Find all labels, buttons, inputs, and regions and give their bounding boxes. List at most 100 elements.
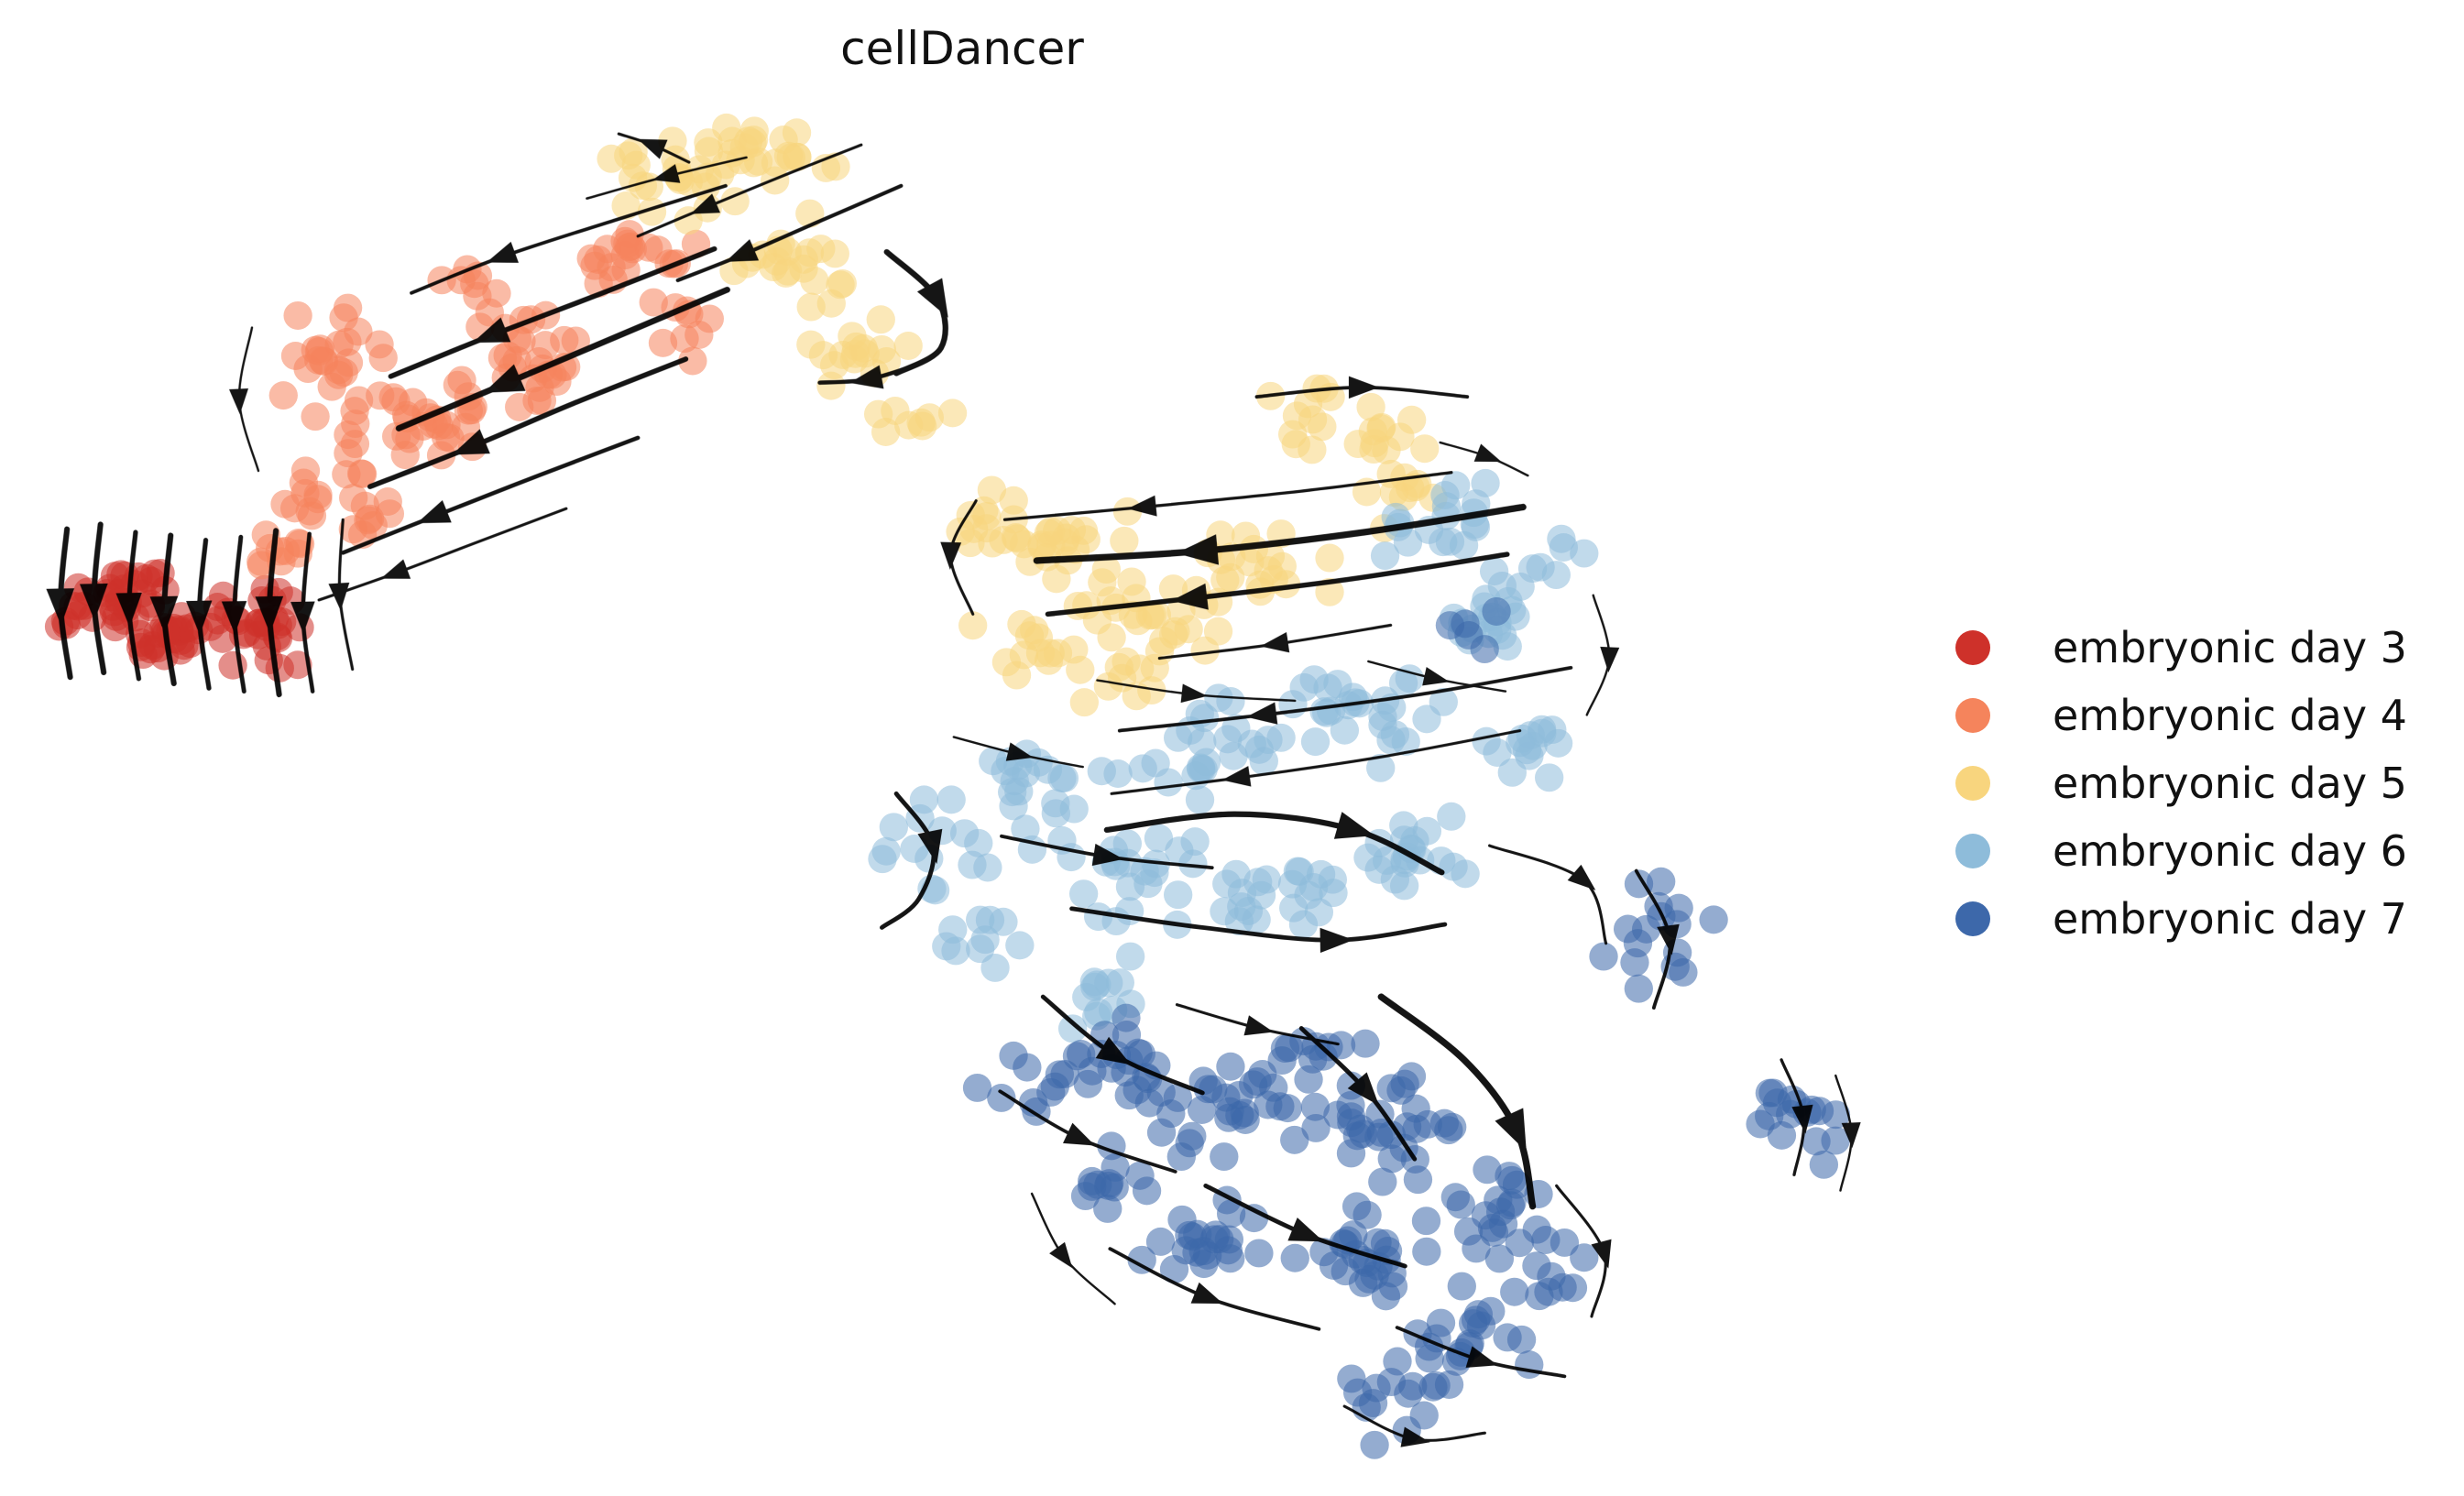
streamline-arrowhead-icon xyxy=(1095,1036,1132,1065)
streamline-arrowhead-icon xyxy=(416,499,452,524)
legend-item-day-5: embryonic day 5 xyxy=(1955,749,2407,817)
scatter-point xyxy=(1216,562,1245,592)
scatter-point xyxy=(1203,617,1233,646)
scatter-point xyxy=(63,592,93,621)
scatter-point xyxy=(936,785,966,814)
scatter-point xyxy=(1447,1272,1476,1301)
scatter-point xyxy=(1402,1114,1431,1143)
scatter-point xyxy=(1515,1350,1544,1380)
scatter-point xyxy=(1461,1305,1491,1335)
scatter-point xyxy=(1378,1272,1408,1301)
scatter-point xyxy=(866,305,895,334)
legend-item-label: embryonic day 7 xyxy=(2053,894,2407,944)
scatter-point xyxy=(962,1073,992,1102)
streamlines xyxy=(46,132,1861,1447)
scatter-point xyxy=(1069,688,1099,717)
scatter-point xyxy=(1185,785,1215,814)
scatter-point xyxy=(1210,897,1239,926)
legend-marker-icon xyxy=(1955,834,1990,868)
scatter-point xyxy=(1762,1088,1792,1118)
scatter-point xyxy=(1034,519,1064,548)
scatter-point xyxy=(1165,836,1194,866)
scatter-point xyxy=(1189,704,1220,733)
scatter-point xyxy=(1128,754,1157,783)
streamline xyxy=(340,435,641,555)
streamline-arrowhead-icon xyxy=(849,365,884,389)
streamline-arrowhead-icon xyxy=(1400,1426,1430,1447)
scatter-point xyxy=(1497,758,1527,787)
streamline xyxy=(1069,906,1448,943)
scatter-point xyxy=(1103,759,1133,788)
streamline-arrowhead-icon xyxy=(380,559,411,579)
streamline-arrowhead-icon xyxy=(328,582,350,611)
scatter-point xyxy=(1267,1046,1297,1076)
scatter-point xyxy=(868,845,897,874)
scatter-point xyxy=(1396,405,1427,434)
scatter-point xyxy=(684,320,714,349)
scatter-point xyxy=(1620,948,1649,977)
scatter-point xyxy=(340,430,370,459)
scatter-point xyxy=(1550,1228,1580,1257)
scatter-point xyxy=(1067,1040,1096,1068)
streamline-arrowhead-icon xyxy=(186,600,213,636)
scatter-point xyxy=(1112,497,1143,526)
scatter-point xyxy=(1134,1088,1165,1118)
scatter-point xyxy=(1319,1251,1349,1280)
streamline-arrowhead-icon xyxy=(1221,766,1252,787)
scatter-point xyxy=(1506,1325,1537,1354)
scatter-point xyxy=(1437,802,1466,831)
scatter-point xyxy=(1487,571,1517,600)
scatter-point xyxy=(1175,1129,1204,1158)
scatter-point xyxy=(808,341,838,370)
scatter-point xyxy=(146,559,175,587)
scatter-point xyxy=(1343,430,1373,459)
scatter-point xyxy=(289,468,319,497)
scatter-point xyxy=(502,324,532,354)
scatter-point xyxy=(937,399,968,428)
streamline xyxy=(1117,665,1573,733)
scatter-point xyxy=(980,953,1010,982)
scatter-point xyxy=(1239,1204,1269,1233)
scatter-point xyxy=(1300,1092,1331,1121)
scatter-point xyxy=(1471,1201,1501,1230)
streamline-arrowhead-icon xyxy=(1591,1239,1612,1269)
scatter-point xyxy=(1244,1239,1274,1268)
scatter-point xyxy=(1412,1237,1441,1266)
scatter-point xyxy=(1647,867,1676,896)
streamline-arrowhead-icon xyxy=(1127,495,1157,517)
scatter-point xyxy=(1409,1401,1439,1430)
scatter-point xyxy=(1471,468,1500,497)
scatter-point xyxy=(1230,1098,1259,1128)
legend-marker-icon xyxy=(1955,698,1990,733)
streamline-arrowhead-icon xyxy=(115,592,142,628)
scatter-point xyxy=(1368,1167,1397,1196)
streamline-arrowhead-icon xyxy=(1657,923,1680,955)
scatter-point xyxy=(828,340,858,369)
scatter-point xyxy=(720,187,750,216)
scatter-point xyxy=(1380,720,1410,749)
scatter-point xyxy=(914,403,945,432)
scatter-point xyxy=(1435,527,1465,556)
scatter-point xyxy=(621,150,651,180)
scatter-point xyxy=(1528,715,1557,744)
scatter-point xyxy=(1163,1083,1192,1112)
streamline xyxy=(1103,811,1445,876)
scatter-point xyxy=(324,360,354,389)
scatter-point xyxy=(365,330,394,359)
legend-item-day-4: embryonic day 4 xyxy=(1955,682,2407,749)
scatter-point xyxy=(719,257,749,286)
scatter-point xyxy=(973,853,1002,882)
scatter-point xyxy=(893,332,923,360)
scatter-point xyxy=(1002,661,1032,690)
scatter-point xyxy=(341,409,370,439)
scatter-point xyxy=(1005,931,1035,960)
scatter-point xyxy=(1097,623,1126,652)
scatter-point xyxy=(958,611,988,640)
legend-marker-icon xyxy=(1955,901,1990,936)
scatter-point xyxy=(381,387,411,416)
legend-item-label: embryonic day 5 xyxy=(2053,759,2407,808)
scatter-point xyxy=(989,907,1018,936)
scatter-point xyxy=(1482,596,1511,626)
scatter-point xyxy=(597,144,626,173)
